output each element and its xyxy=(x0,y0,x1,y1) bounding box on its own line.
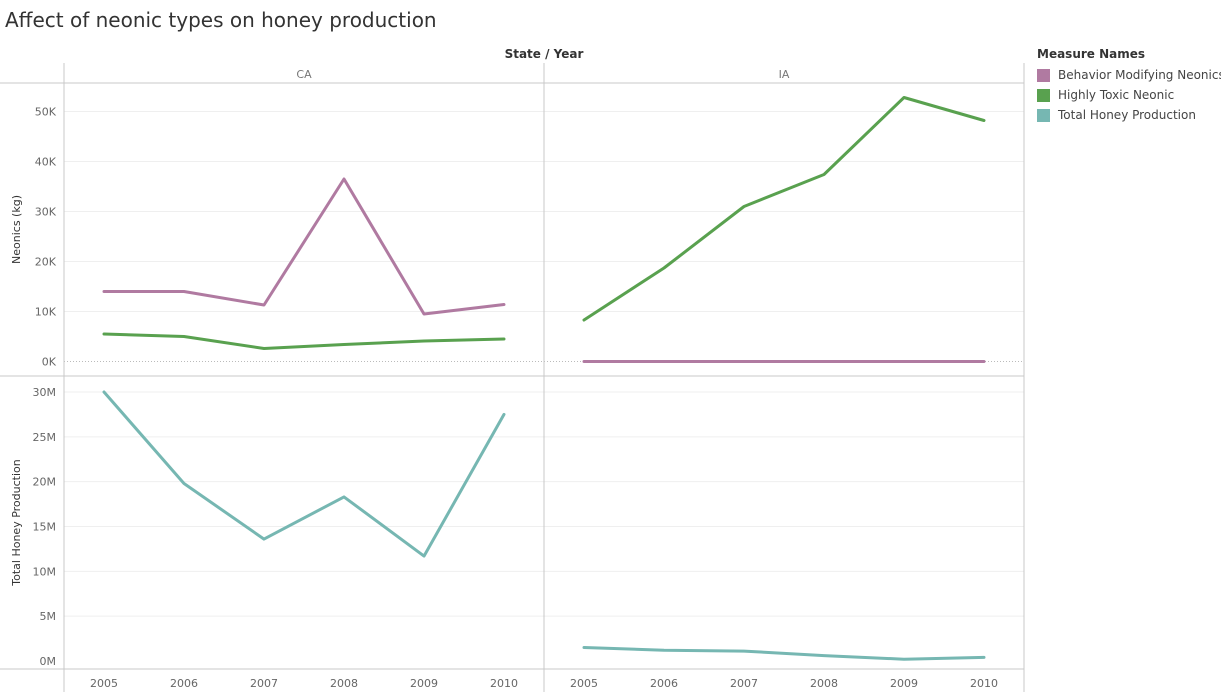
chart-title: Affect of neonic types on honey producti… xyxy=(5,8,437,32)
x-tick-label: 2005 xyxy=(570,677,598,690)
x-tick-label: 2010 xyxy=(970,677,998,690)
y-axis-label: Total Honey Production xyxy=(10,459,23,586)
x-tick-label: 2008 xyxy=(330,677,358,690)
legend: Measure Names Behavior Modifying Neonics… xyxy=(1037,47,1221,125)
legend-item-total-honey-production[interactable]: Total Honey Production xyxy=(1037,105,1221,125)
x-tick-label: 2008 xyxy=(810,677,838,690)
x-tick-label: 2005 xyxy=(90,677,118,690)
y-tick-label: 0M xyxy=(40,655,57,668)
x-tick-label: 2006 xyxy=(170,677,198,690)
y-tick-label: 30K xyxy=(35,206,57,219)
series-line-total-honey-production-ca xyxy=(102,390,506,558)
x-tick-label: 2007 xyxy=(730,677,758,690)
legend-title: Measure Names xyxy=(1037,47,1146,61)
legend-swatch xyxy=(1037,68,1050,82)
y-axis-label: Neonics (kg) xyxy=(10,195,23,264)
y-tick-label: 5M xyxy=(40,610,57,623)
legend-label: Total Honey Production xyxy=(1058,108,1196,122)
series-line-highly-toxic-neonic-ia xyxy=(582,96,986,322)
y-tick-label: 10K xyxy=(35,306,57,319)
facet-header-ia: IA xyxy=(779,68,790,81)
x-tick-label: 2009 xyxy=(410,677,438,690)
series-line-total-honey-production-ia xyxy=(582,646,986,661)
y-tick-label: 50K xyxy=(35,106,57,119)
legend-label: Highly Toxic Neonic xyxy=(1058,88,1175,102)
y-tick-label: 0K xyxy=(42,356,57,369)
column-header: State / Year xyxy=(505,47,584,61)
y-tick-label: 30M xyxy=(33,386,57,399)
x-tick-label: 2007 xyxy=(250,677,278,690)
series-line-behavior-modifying-neonics-ca xyxy=(102,177,506,316)
legend-item-behavior-modifying-neonics[interactable]: Behavior Modifying Neonics xyxy=(1037,65,1221,85)
y-tick-label: 25M xyxy=(33,431,57,444)
legend-swatch xyxy=(1037,108,1050,122)
y-tick-label: 10M xyxy=(33,565,57,578)
y-tick-label: 40K xyxy=(35,156,57,169)
legend-item-highly-toxic-neonic[interactable]: Highly Toxic Neonic xyxy=(1037,85,1221,105)
y-tick-label: 20K xyxy=(35,256,57,269)
x-tick-label: 2009 xyxy=(890,677,918,690)
legend-swatch xyxy=(1037,88,1050,102)
series-line-highly-toxic-neonic-ca xyxy=(102,332,506,350)
facet-header-ca: CA xyxy=(296,68,312,81)
x-tick-label: 2010 xyxy=(490,677,518,690)
y-tick-label: 15M xyxy=(33,521,57,534)
x-tick-label: 2006 xyxy=(650,677,678,690)
y-tick-label: 20M xyxy=(33,476,57,489)
legend-label: Behavior Modifying Neonics xyxy=(1058,68,1221,82)
